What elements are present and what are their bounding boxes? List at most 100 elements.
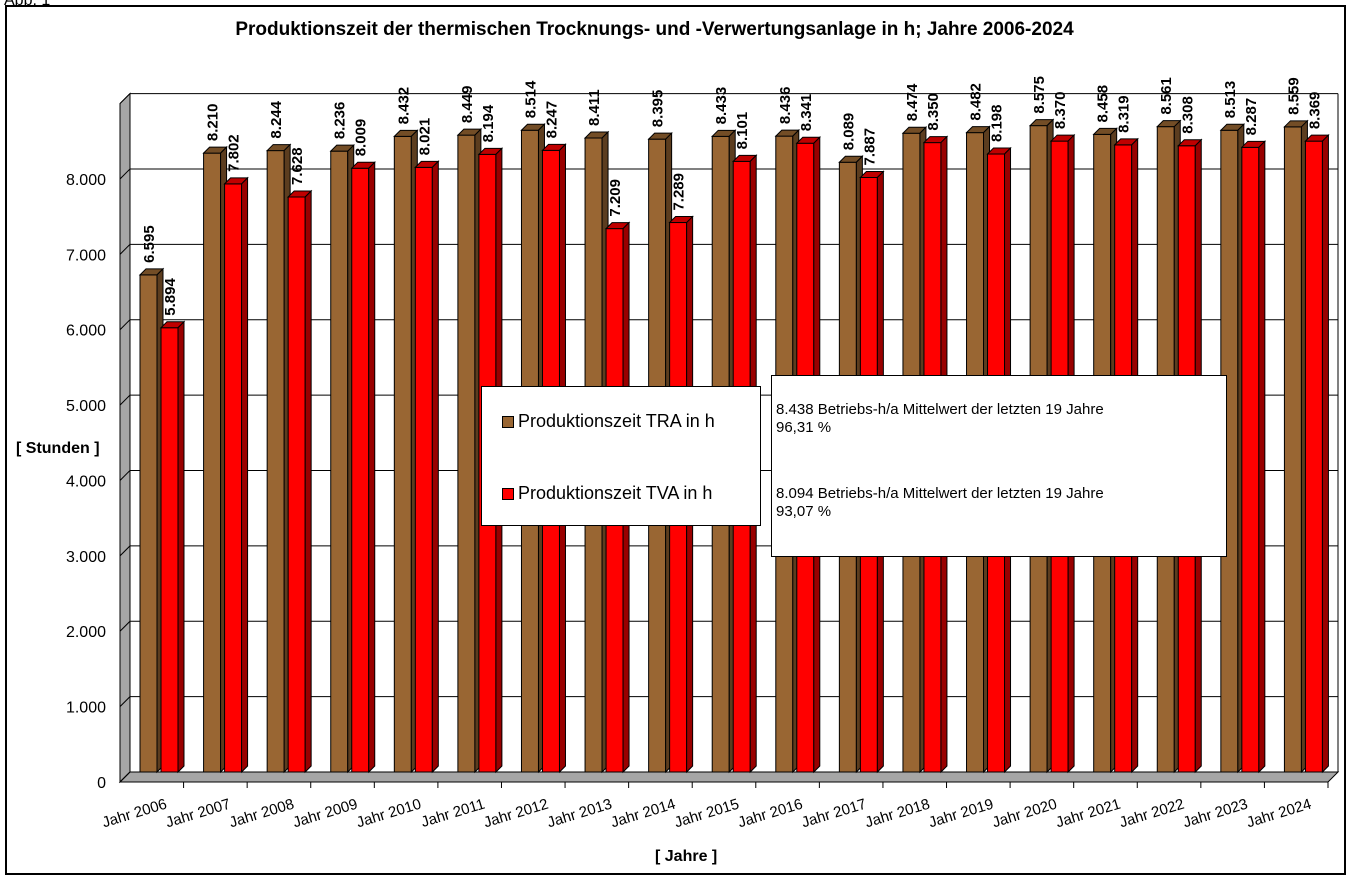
y-tick-label: 2.000 xyxy=(66,624,106,641)
x-tick-label: Jahr 2016 xyxy=(736,796,805,832)
bar-tva xyxy=(224,183,243,773)
data-label-tva: 8.369 xyxy=(1306,92,1323,130)
plot-floor xyxy=(118,771,1340,783)
bar-side-tva xyxy=(241,176,249,774)
data-label-tra: 8.089 xyxy=(840,113,857,151)
y-axis-label: [ Stunden ] xyxy=(16,440,100,457)
gridline-diagonal xyxy=(119,168,131,180)
bar-side-tva xyxy=(431,160,439,774)
data-label-tra: 8.575 xyxy=(1031,76,1048,114)
x-tick-label: Jahr 2007 xyxy=(164,796,233,832)
bar-side-tva xyxy=(368,161,376,774)
bar-side-tva xyxy=(177,320,185,774)
legend-label-tra: Produktionszeit TRA in h xyxy=(518,411,715,431)
plot-side-wall xyxy=(119,92,131,784)
bar-side-tva xyxy=(1258,140,1266,774)
bar-tra xyxy=(266,150,285,773)
x-tick-label: Jahr 2011 xyxy=(419,796,487,831)
data-label-tra: 8.236 xyxy=(332,102,349,140)
data-label-tra: 8.432 xyxy=(395,87,412,125)
data-label-tva: 8.350 xyxy=(925,93,942,131)
bar-tva xyxy=(414,166,433,773)
average-note-tra-line2: 96,31 % xyxy=(776,419,832,436)
x-tick-label: Jahr 2014 xyxy=(609,796,678,832)
data-label-tva: 8.198 xyxy=(989,104,1006,142)
figure-label: Abb. 1 xyxy=(4,0,51,9)
average-note-tva-line1: 8.094 Betriebs-h/a Mittelwert der letzte… xyxy=(776,485,1104,502)
bar-tra xyxy=(1283,126,1302,773)
y-tick-label: 7.000 xyxy=(66,247,106,264)
data-label-tra: 8.482 xyxy=(968,83,985,121)
gridline-diagonal xyxy=(119,319,131,331)
average-note-tra: 8.438 Betriebs-h/a Mittelwert der letzte… xyxy=(776,401,1104,437)
x-axis-label: [ Jahre ] xyxy=(655,848,718,865)
legend-item-tra: Produktionszeit TRA in h xyxy=(502,411,715,432)
bar-tra xyxy=(393,135,412,773)
bar-side-tva xyxy=(1321,133,1329,774)
data-label-tva: 8.319 xyxy=(1116,95,1133,133)
gridline-diagonal xyxy=(119,620,131,632)
gridline-diagonal xyxy=(119,771,131,783)
x-tick-label: Jahr 2006 xyxy=(100,796,169,832)
x-tick-label: Jahr 2022 xyxy=(1117,796,1186,832)
data-label-tra: 8.561 xyxy=(1158,77,1175,115)
x-tick-label: Jahr 2018 xyxy=(863,796,932,832)
data-label-tva: 8.370 xyxy=(1052,92,1069,130)
y-tick-label: 8.000 xyxy=(66,172,106,189)
data-label-tra: 8.513 xyxy=(1222,81,1239,119)
y-tick-label: 5.000 xyxy=(66,398,106,415)
x-tick-label: Jahr 2019 xyxy=(927,796,996,832)
average-note-tva: 8.094 Betriebs-h/a Mittelwert der letzte… xyxy=(776,485,1104,521)
legend-label-tva: Produktionszeit TVA in h xyxy=(518,483,713,503)
x-tick-label: Jahr 2013 xyxy=(545,796,614,832)
y-tick-label: 0 xyxy=(97,775,106,792)
legend-item-tva: Produktionszeit TVA in h xyxy=(502,483,712,504)
data-label-tra: 8.244 xyxy=(268,100,285,138)
legend-swatch-tra xyxy=(502,415,514,428)
data-label-tra: 8.395 xyxy=(650,90,667,128)
data-label-tra: 8.433 xyxy=(713,87,730,125)
x-tick-label: Jahr 2015 xyxy=(672,796,741,832)
gridline-diagonal xyxy=(119,696,131,707)
chart-title: Produktionszeit der thermischen Trocknun… xyxy=(235,19,1074,40)
data-label-tra: 8.449 xyxy=(459,86,476,124)
data-label-tva: 8.009 xyxy=(353,119,370,157)
gridline-diagonal xyxy=(119,93,131,104)
gridline-diagonal xyxy=(119,545,131,557)
data-label-tra: 8.514 xyxy=(522,80,539,118)
bar-tva xyxy=(1241,146,1260,773)
gridline-diagonal xyxy=(119,394,131,406)
data-label-tva: 8.341 xyxy=(798,94,815,132)
gridline-diagonal xyxy=(119,470,131,481)
x-tick-label: Jahr 2012 xyxy=(482,796,551,832)
data-label-tra: 8.411 xyxy=(586,89,603,126)
data-label-tva: 7.887 xyxy=(861,128,878,166)
bar-tva xyxy=(287,196,306,773)
x-tick-label: Jahr 2023 xyxy=(1181,796,1250,832)
data-label-tva: 5.894 xyxy=(162,278,179,316)
data-label-tra: 8.559 xyxy=(1285,77,1302,115)
data-label-tra: 6.595 xyxy=(141,225,158,263)
data-label-tva: 8.308 xyxy=(1179,96,1196,134)
x-tick-label: Jahr 2009 xyxy=(291,796,360,832)
bar-tva xyxy=(351,167,370,773)
data-label-tra: 8.436 xyxy=(777,87,794,125)
data-label-tva: 7.209 xyxy=(607,179,624,217)
data-label-tva: 7.289 xyxy=(671,173,688,211)
data-label-tva: 8.021 xyxy=(416,118,433,156)
x-tick-label: Jahr 2008 xyxy=(227,796,296,832)
legend: Produktionszeit TRA in h Produktionszeit… xyxy=(481,386,761,526)
gridline-diagonal xyxy=(119,243,131,255)
bar-tra xyxy=(139,274,158,773)
bar-tva xyxy=(1304,140,1323,773)
bar-tva xyxy=(160,327,179,773)
data-label-tva: 8.247 xyxy=(543,101,560,139)
y-tick-label: 6.000 xyxy=(66,323,106,340)
bar-tra xyxy=(203,152,222,773)
data-label-tva: 8.194 xyxy=(480,104,497,142)
data-label-tra: 8.458 xyxy=(1095,85,1112,123)
y-tick-label: 3.000 xyxy=(66,549,106,566)
average-note-tra-line1: 8.438 Betriebs-h/a Mittelwert der letzte… xyxy=(776,401,1104,418)
x-tick-label: Jahr 2010 xyxy=(355,796,424,832)
average-note-box: 8.438 Betriebs-h/a Mittelwert der letzte… xyxy=(771,375,1227,557)
